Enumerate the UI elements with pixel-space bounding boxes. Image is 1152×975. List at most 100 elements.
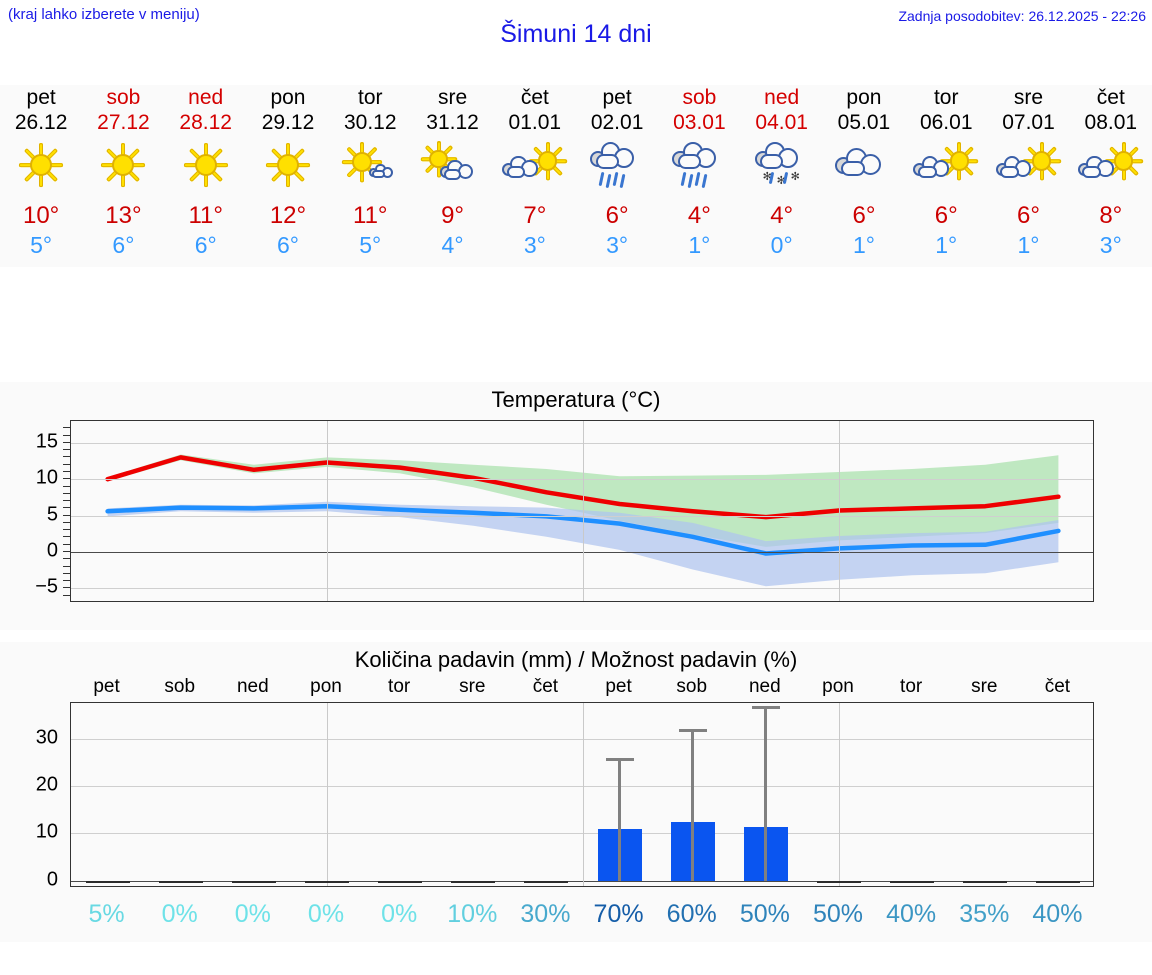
sun-icon: [528, 141, 568, 181]
precipitation-y-tick-label: 20: [35, 773, 58, 796]
cloud-icon: [913, 155, 950, 178]
precipitation-day-label: pon: [822, 676, 854, 697]
page-header: (kraj lahko izberete v meniju) Šimuni 14…: [0, 0, 1152, 76]
cloud-sun-icon: [905, 139, 987, 191]
day-min-temperature: 3°: [523, 232, 546, 258]
day-column[interactable]: čet 08.01 8° 3°: [1070, 85, 1152, 267]
temperature-axis-tick: [63, 500, 70, 502]
day-date: 07.01: [1002, 111, 1055, 134]
sun-disc: [538, 151, 558, 171]
rain-drop: [694, 171, 701, 187]
cloud-icon: [439, 159, 475, 181]
cloud-puff: [840, 161, 865, 176]
precipitation-day-label: sob: [676, 676, 708, 697]
day-column[interactable]: tor 06.01 6° 1°: [905, 85, 987, 267]
precipitation-day-label: pet: [93, 676, 120, 697]
daily-forecast-strip: pet 26.12 10° 5° sob 27.12 13° 6° ned 28.12 11° 6° p…: [0, 85, 1152, 267]
precipitation-gridline: [71, 738, 1093, 740]
day-column[interactable]: sre 31.12 9° 4°: [411, 85, 493, 267]
sun-small-cloud-icon: [329, 139, 411, 191]
day-name: pon: [270, 86, 306, 109]
sun-disc: [194, 153, 217, 177]
day-date: 05.01: [837, 111, 891, 134]
precipitation-bar: [890, 880, 935, 884]
temperature-gridline: [71, 515, 1093, 517]
day-column[interactable]: tor 30.12 11° 5°: [329, 85, 411, 267]
day-column[interactable]: pon 29.12 12° 6°: [247, 85, 329, 267]
rain-drop: [612, 171, 619, 187]
day-column[interactable]: čet 01.01 7° 3°: [494, 85, 576, 267]
sun-disc: [276, 153, 300, 177]
precipitation-day-label: tor: [900, 676, 923, 697]
precipitation-bar: [451, 880, 496, 884]
cloud-puff: [678, 154, 701, 169]
day-max-temperature: 8°: [1099, 202, 1123, 229]
day-column[interactable]: pet 26.12 10° 5°: [0, 85, 82, 267]
temperature-axis-tick: [63, 543, 70, 545]
rain-cloud-icon: [658, 139, 740, 191]
sun-icon: [183, 142, 229, 188]
cloud-sun-icon: [494, 139, 576, 191]
cloud-puff: [1082, 165, 1102, 178]
cloud-icon: [995, 155, 1033, 178]
cloud-icon: [834, 147, 883, 177]
day-column[interactable]: sob 27.12 13° 6°: [82, 85, 164, 267]
day-min-temperature: 3°: [1099, 232, 1122, 258]
precipitation-bar: [305, 880, 349, 884]
day-min-temperature: 1°: [1017, 232, 1040, 258]
temperature-axis-tick: [63, 572, 70, 574]
temperature-axis-tick: [63, 507, 70, 509]
day-column[interactable]: sre 07.01 6° 1°: [987, 85, 1069, 267]
cloud-icon: [754, 141, 801, 170]
precipitation-probability-label: 70%: [593, 900, 644, 928]
precipitation-day-label: tor: [388, 676, 411, 697]
rain-drop: [680, 171, 687, 187]
precipitation-bar: [85, 880, 130, 884]
day-name: čet: [1096, 86, 1125, 109]
day-min-temperature: 5°: [30, 232, 53, 258]
temperature-vertical-gridline: [839, 421, 840, 601]
day-min-temperature: 1°: [688, 232, 711, 258]
day-max-temperature: 11°: [188, 202, 223, 229]
precipitation-day-label: čet: [1044, 676, 1071, 697]
precipitation-probability-label: 60%: [666, 900, 717, 928]
cloud-sun-icon: [988, 139, 1070, 191]
cloud-icon: [1077, 155, 1115, 178]
precipitation-probability-label: 50%: [739, 900, 790, 928]
day-column[interactable]: pet 02.01 6° 3°: [576, 85, 658, 267]
day-column[interactable]: sob 03.01 4° 1°: [658, 85, 740, 267]
day-date: 28.12: [179, 111, 232, 134]
temperature-axis-tick: [63, 485, 70, 487]
day-max-temperature: 4°: [770, 202, 794, 229]
precipitation-error-bar: [691, 729, 695, 881]
precipitation-probability-label: 40%: [1032, 900, 1083, 928]
precipitation-bar: [158, 880, 203, 884]
precipitation-day-label: sre: [971, 676, 998, 697]
page-title: Šimuni 14 dni: [500, 20, 652, 48]
precipitation-probability-label: 35%: [959, 900, 1010, 928]
temperature-axis-tick: [63, 558, 70, 560]
temperature-axis-tick: [63, 514, 70, 516]
rain-drop: [619, 173, 626, 189]
day-column[interactable]: pon 05.01 6° 1°: [823, 85, 905, 267]
sun-cloud-icon: [412, 139, 494, 191]
precipitation-error-bar: [618, 757, 622, 881]
day-column[interactable]: ned 28.12 11° 6°: [165, 85, 247, 267]
sun-icon: [18, 142, 64, 188]
precipitation-y-tick-label: 0: [46, 868, 58, 891]
sun-disc: [112, 153, 135, 177]
cloud-puff: [372, 170, 385, 179]
day-date: 03.01: [673, 111, 726, 134]
day-column[interactable]: ned 04.01 ✻ ✻ ✻ 4° 0°: [741, 85, 823, 267]
precipitation-probability-label: 30%: [520, 900, 571, 928]
temperature-y-tick-label: 0: [46, 539, 58, 562]
day-max-temperature: 6°: [1017, 202, 1040, 229]
day-max-temperature: 6°: [852, 202, 876, 229]
precipitation-plot-area: [70, 702, 1094, 887]
precipitation-probability-label: 10%: [447, 900, 498, 928]
rain-drop: [605, 173, 612, 189]
precipitation-probability-label: 0%: [161, 900, 198, 928]
temperature-axis-tick: [63, 594, 70, 596]
precipitation-day-label: pon: [310, 676, 342, 697]
